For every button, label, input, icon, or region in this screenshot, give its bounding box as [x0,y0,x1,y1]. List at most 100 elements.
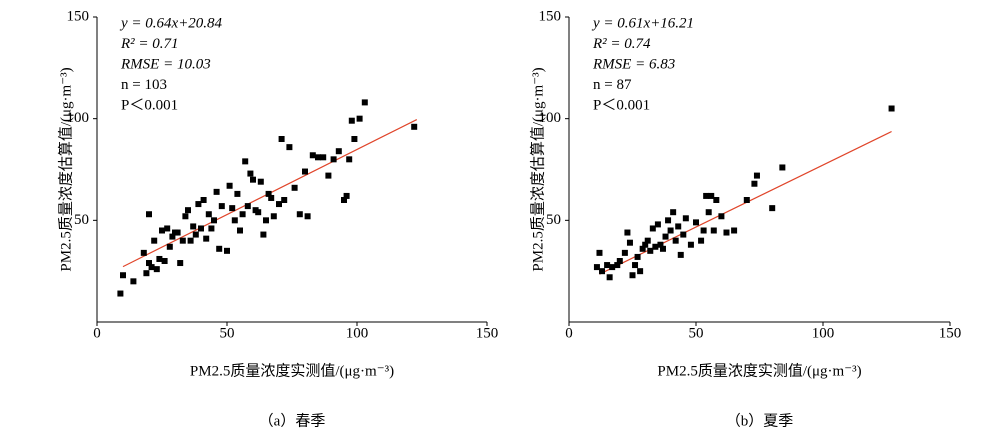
y-tick-label: 100 [539,110,562,126]
data-point [614,262,621,269]
data-point [606,274,613,281]
data-point [174,229,181,236]
data-point [325,172,332,179]
data-point [700,227,707,234]
data-point [743,197,750,203]
y-axis-label: PM2.5质量浓度估算值/(μg·m⁻³) [56,67,74,271]
data-point [751,180,758,187]
data-point [257,178,264,185]
data-point [599,268,606,275]
y-tick-label: 150 [67,8,90,24]
annotation: R² = 0.71 [120,36,179,52]
data-point [182,213,189,220]
annotation: n = 103 [121,77,167,93]
y-tick-label: 50 [546,212,561,228]
data-point [634,253,641,260]
data-point [177,260,184,267]
data-point [639,245,646,252]
data-point [242,158,249,165]
annotation: RMSE = 6.83 [592,56,675,72]
data-point [335,148,342,155]
data-point [151,237,158,244]
data-point [140,249,147,256]
data-point [604,262,611,269]
data-point [348,117,355,124]
data-point [626,239,633,246]
data-point [665,217,672,224]
data-point [609,264,616,271]
data-point [159,227,165,234]
data-point [644,237,651,244]
data-point [224,247,230,254]
data-point [185,207,191,214]
data-point [198,225,204,232]
annotation: n = 87 [593,77,632,93]
data-point [637,268,644,275]
data-point [649,225,656,232]
data-point [361,99,368,106]
data-point [146,260,152,267]
annotation: RMSE = 10.03 [120,56,211,72]
data-point [309,152,316,159]
x-tick-label: 0 [93,325,101,341]
x-tick-label: 100 [346,325,369,341]
data-point [705,209,712,216]
data-point [255,209,262,216]
data-point [263,217,269,224]
data-point [596,249,603,256]
data-point [659,245,666,252]
data-point [662,233,669,240]
data-point [265,190,272,197]
x-tick-label: 150 [476,325,499,341]
annotation: R² = 0.74 [592,36,651,52]
data-point [291,184,298,191]
data-point [164,225,171,232]
annotation: P＜0.001 [121,97,178,113]
data-point [624,229,631,236]
data-point [190,223,197,230]
data-point [187,237,194,244]
data-point [657,241,664,248]
data-point [652,243,659,250]
data-point [229,205,236,212]
data-point [703,192,710,199]
data-point [153,266,160,273]
data-point [205,211,212,218]
data-point [117,290,124,297]
y-tick-label: 100 [67,110,90,126]
data-point [244,203,251,210]
data-point [718,213,725,220]
data-point [647,247,654,254]
annotation: P＜0.001 [593,97,650,113]
data-point [278,136,285,142]
data-point [304,213,311,220]
data-point [693,219,699,226]
data-point [351,136,358,142]
data-point [270,213,277,220]
data-point [687,241,694,248]
x-tick-label: 50 [689,325,704,341]
data-point [346,156,353,163]
data-point [356,115,363,122]
annotation: y = 0.61x+16.21 [591,15,694,31]
data-point [320,154,327,161]
data-point [226,182,233,189]
data-point [343,192,350,199]
caption: （b）夏季 [726,412,794,429]
data-point [286,144,293,151]
data-point [731,227,738,234]
data-point [195,201,202,208]
data-point [621,249,628,256]
x-axis-label: PM2.5质量浓度实测值/(μg·m⁻³) [190,362,394,379]
x-tick-label: 0 [565,325,573,341]
data-point [143,270,150,277]
data-point [234,190,241,197]
data-point [200,197,207,203]
data-point [698,237,705,244]
data-point [315,154,321,161]
data-point [156,255,163,262]
x-tick-label: 100 [812,325,835,341]
data-point [146,211,152,218]
